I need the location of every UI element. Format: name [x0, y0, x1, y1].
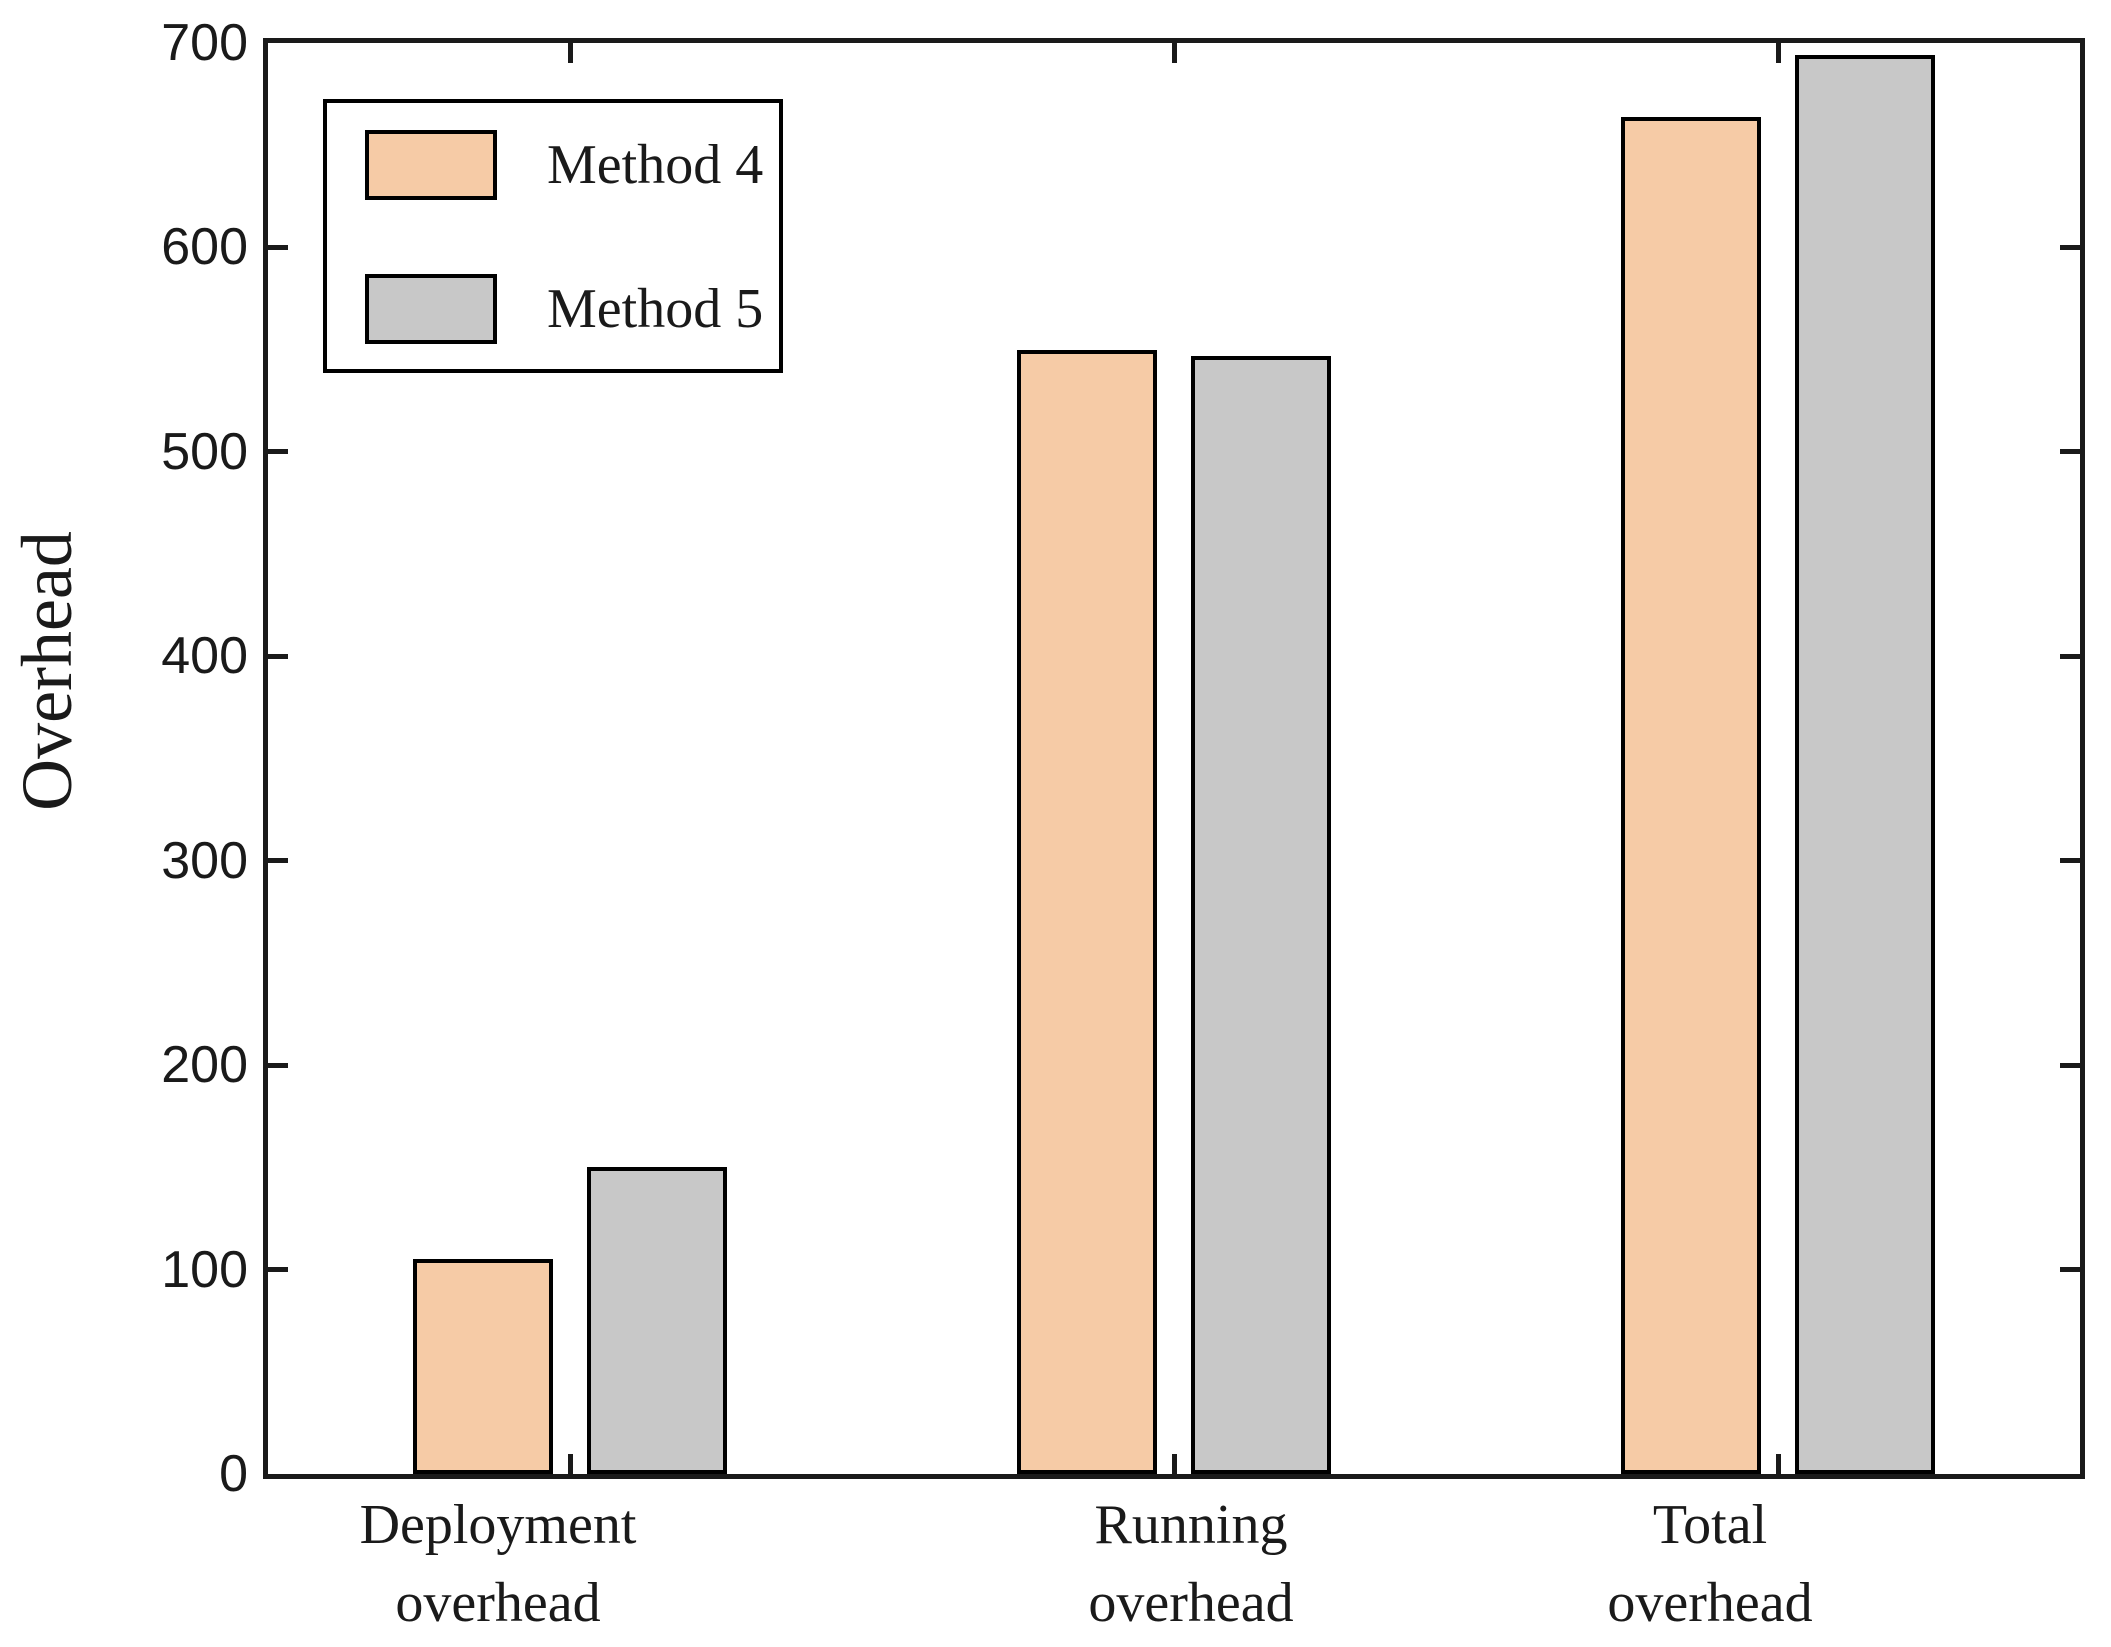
bar-method-5-deployment-overhead [587, 1167, 727, 1474]
legend-swatch-method-5 [365, 274, 497, 344]
y-tick-label: 500 [161, 422, 248, 481]
y-axis-tick [2060, 1267, 2080, 1273]
x-category-label-running-overhead: Running overhead [1088, 1494, 1294, 1634]
y-axis-tick [268, 449, 288, 455]
y-tick-label: 600 [161, 218, 248, 277]
y-tick-label: 0 [219, 1445, 248, 1503]
legend-swatch-method-4 [365, 130, 497, 200]
x-axis-tick [1775, 1454, 1781, 1474]
y-tick-label: 700 [161, 14, 248, 72]
x-axis-tick [1171, 1454, 1177, 1474]
y-tick-label: 300 [161, 831, 248, 890]
y-axis-tick [2060, 858, 2080, 864]
plot-area [263, 38, 2085, 1479]
y-axis-tick [268, 244, 288, 250]
bar-method-5-total-overhead [1795, 55, 1935, 1474]
bar-method-4-total-overhead [1621, 116, 1761, 1474]
y-tick-label: 100 [161, 1240, 248, 1299]
x-axis-tick [567, 1454, 573, 1474]
y-axis-tick [268, 1062, 288, 1068]
legend-label-method-5: Method 5 [547, 278, 764, 340]
y-axis-tick [2060, 244, 2080, 250]
bar-method-5-running-overhead [1191, 355, 1331, 1474]
bar-method-4-deployment-overhead [413, 1259, 553, 1474]
y-axis-tick [268, 1267, 288, 1273]
y-axis-tick [268, 653, 288, 659]
x-axis-tick [1775, 43, 1781, 63]
x-axis-tick [567, 43, 573, 63]
y-axis-tick [2060, 1062, 2080, 1068]
x-category-label-deployment-overhead: Deployment overhead [359, 1494, 637, 1634]
y-axis-tick [2060, 449, 2080, 455]
x-axis-tick [1171, 43, 1177, 63]
legend: Method 4 Method 5 [323, 99, 783, 373]
x-category-label-total-overhead: Total overhead [1607, 1494, 1813, 1634]
y-axis-tick [268, 858, 288, 864]
y-axis-tick [2060, 653, 2080, 659]
bar-method-4-running-overhead [1017, 349, 1157, 1474]
y-tick-label: 200 [161, 1036, 248, 1095]
y-tick-label: 400 [161, 627, 248, 686]
legend-label-method-4: Method 4 [547, 134, 764, 196]
